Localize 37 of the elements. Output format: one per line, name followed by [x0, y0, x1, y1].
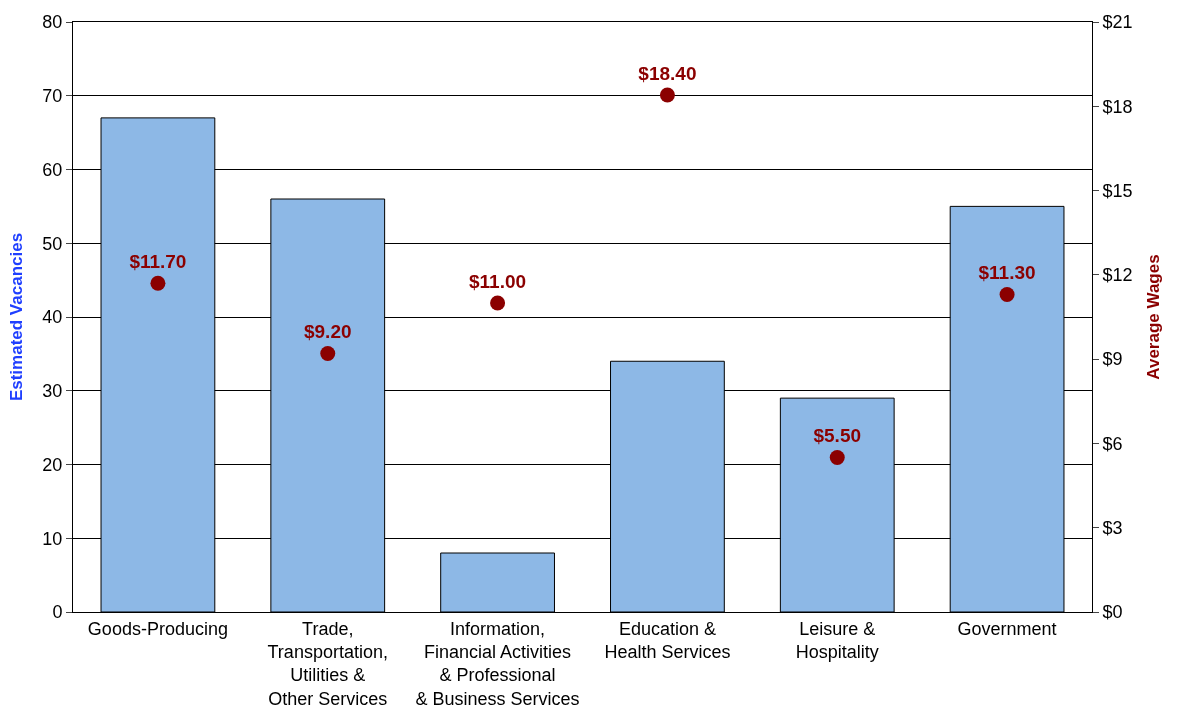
y2-tick-label: $12 — [1102, 265, 1133, 286]
x-tick-label: Government — [957, 618, 1057, 639]
y2-tick-label: $21 — [1102, 12, 1133, 33]
data-label: $11.00 — [469, 270, 527, 292]
y-tick-label: 70 — [42, 86, 63, 107]
point — [999, 287, 1015, 303]
point — [490, 295, 506, 311]
x-tick-label: Education & Health Services — [604, 618, 731, 662]
y-tick-label: 50 — [42, 233, 63, 254]
y-tick-label: 80 — [42, 12, 63, 33]
y2-tick-label: $3 — [1102, 518, 1123, 539]
y2-axis-title: Average Wages — [1144, 254, 1164, 380]
y-tick-label: 60 — [42, 159, 63, 180]
data-label: $5.50 — [813, 425, 862, 447]
x-tick-label: Leisure & Hospitality — [795, 618, 879, 662]
y2-tick-label: $0 — [1102, 602, 1123, 623]
data-label: $9.20 — [303, 321, 352, 343]
y-axis-title: Estimated Vacancies — [6, 232, 26, 402]
y2-tick-label: $6 — [1102, 433, 1123, 454]
data-label: $11.30 — [978, 262, 1036, 284]
y-tick-label: 10 — [42, 528, 63, 549]
y-tick-label: 30 — [42, 381, 63, 402]
y2-tick-label: $15 — [1102, 180, 1133, 201]
x-tick-label: Goods-Producing — [87, 618, 228, 639]
y-tick-label: 0 — [52, 602, 63, 623]
x-tick-label: Information, Financial Activities & Professional & Business Services — [415, 618, 580, 709]
y-tick-label: 40 — [42, 307, 63, 328]
point — [659, 87, 675, 103]
data-label: $18.40 — [638, 62, 697, 84]
y2-tick-label: $18 — [1102, 96, 1133, 117]
point — [829, 449, 845, 465]
point — [320, 346, 336, 362]
y-tick-label: 20 — [42, 454, 63, 475]
y2-tick-label: $9 — [1102, 349, 1123, 370]
point — [150, 275, 166, 291]
data-label: $11.70 — [129, 251, 187, 273]
x-tick-label: Trade, Transportation, Utilities & Other Services — [267, 618, 388, 709]
